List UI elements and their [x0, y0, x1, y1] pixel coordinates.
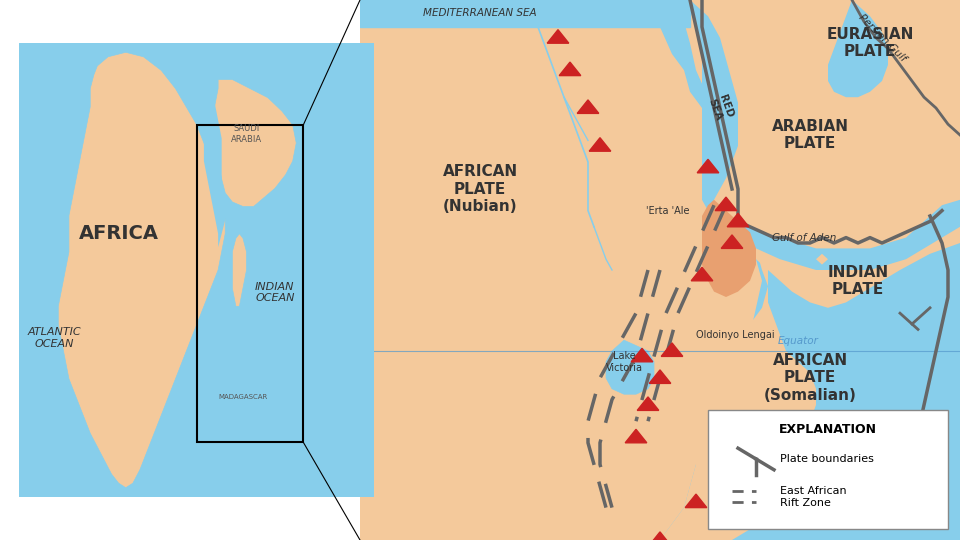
- Polygon shape: [547, 30, 568, 43]
- Polygon shape: [684, 0, 960, 308]
- Polygon shape: [828, 0, 888, 97]
- Polygon shape: [204, 93, 228, 247]
- Polygon shape: [625, 429, 647, 443]
- Polygon shape: [715, 197, 737, 211]
- FancyBboxPatch shape: [708, 410, 948, 529]
- Bar: [197, 125, 303, 442]
- Text: SAUDI
ARABIA: SAUDI ARABIA: [231, 124, 262, 144]
- Polygon shape: [649, 532, 671, 540]
- Polygon shape: [660, 205, 816, 540]
- Text: AFRICAN
PLATE
(Nubian): AFRICAN PLATE (Nubian): [443, 164, 517, 214]
- Text: EXPLANATION: EXPLANATION: [779, 423, 877, 436]
- Text: Equator: Equator: [778, 335, 819, 346]
- Polygon shape: [685, 494, 707, 508]
- Polygon shape: [606, 340, 654, 394]
- Polygon shape: [721, 235, 743, 248]
- Polygon shape: [756, 0, 960, 178]
- Polygon shape: [577, 100, 599, 113]
- Polygon shape: [360, 0, 762, 540]
- Polygon shape: [632, 348, 653, 362]
- Polygon shape: [559, 62, 581, 76]
- Polygon shape: [637, 397, 659, 410]
- Text: Lake
Victoria: Lake Victoria: [606, 351, 642, 373]
- Text: Gulf of Aden: Gulf of Aden: [772, 233, 836, 242]
- Text: East African
Rift Zone: East African Rift Zone: [780, 486, 847, 508]
- Polygon shape: [649, 370, 671, 383]
- Text: ARABIAN
PLATE: ARABIAN PLATE: [772, 119, 849, 151]
- Text: EURASIAN
PLATE: EURASIAN PLATE: [827, 27, 914, 59]
- Polygon shape: [59, 52, 226, 488]
- Polygon shape: [661, 343, 683, 356]
- Text: AFRICA: AFRICA: [79, 224, 158, 243]
- Text: Persian Gulf: Persian Gulf: [856, 12, 907, 63]
- Polygon shape: [232, 234, 247, 306]
- Polygon shape: [702, 200, 756, 297]
- Text: MEDITERRANEAN SEA: MEDITERRANEAN SEA: [423, 9, 537, 18]
- Polygon shape: [697, 159, 719, 173]
- Polygon shape: [589, 138, 611, 151]
- Bar: [360, 0, 690, 27]
- Text: MADAGASCAR: MADAGASCAR: [218, 394, 268, 400]
- Text: RED
SEA: RED SEA: [706, 93, 734, 123]
- Text: INDIAN
PLATE: INDIAN PLATE: [828, 265, 889, 297]
- Text: INDIAN
OCEAN: INDIAN OCEAN: [255, 282, 295, 303]
- Text: Oldoinyo Lengai: Oldoinyo Lengai: [696, 330, 775, 340]
- Text: Plate boundaries: Plate boundaries: [780, 454, 874, 464]
- Polygon shape: [816, 254, 828, 265]
- Polygon shape: [215, 79, 297, 206]
- Text: 'Erta 'Ale: 'Erta 'Ale: [646, 206, 690, 215]
- Polygon shape: [690, 0, 738, 211]
- Polygon shape: [728, 213, 749, 227]
- Polygon shape: [691, 267, 712, 281]
- Text: ATLANTIC
OCEAN: ATLANTIC OCEAN: [28, 327, 82, 349]
- Polygon shape: [738, 200, 960, 270]
- Text: AFRICAN
PLATE
(Somalian): AFRICAN PLATE (Somalian): [763, 353, 856, 403]
